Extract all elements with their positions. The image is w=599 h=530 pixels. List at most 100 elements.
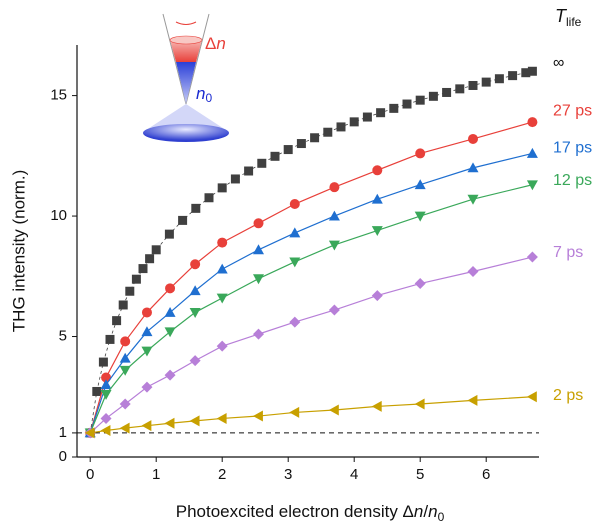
inset-delta: Δ xyxy=(205,34,216,53)
marker xyxy=(178,215,188,225)
marker xyxy=(467,162,479,173)
marker xyxy=(526,180,538,191)
series xyxy=(85,66,537,438)
marker xyxy=(362,112,372,122)
x-tick-label: 0 xyxy=(86,466,94,483)
marker xyxy=(189,415,200,427)
marker xyxy=(112,316,122,326)
inset-blue-cone xyxy=(176,62,196,104)
marker xyxy=(328,240,340,251)
series-label: ∞ xyxy=(553,54,564,71)
series-label: 7 ps xyxy=(553,244,583,261)
inset-label-n0: n0 xyxy=(196,84,212,105)
marker xyxy=(414,278,426,290)
marker xyxy=(145,254,155,264)
x-tick-label: 2 xyxy=(218,466,226,483)
y-tick-label: 10 xyxy=(50,207,67,224)
marker xyxy=(120,336,131,347)
inset-n0: n xyxy=(196,84,205,103)
inset-n0-sub: 0 xyxy=(205,91,212,105)
marker xyxy=(164,229,174,239)
marker xyxy=(164,327,176,338)
marker xyxy=(415,95,425,105)
marker xyxy=(216,340,228,352)
marker xyxy=(141,381,153,393)
inset-base xyxy=(143,124,229,142)
inset-label-dn: Δn xyxy=(205,34,226,53)
marker xyxy=(402,99,412,109)
legend-title-main: T xyxy=(555,6,568,26)
marker xyxy=(84,427,95,439)
marker xyxy=(508,71,518,81)
marker xyxy=(141,326,153,337)
marker xyxy=(204,193,214,203)
marker xyxy=(217,237,228,248)
x-tick-label: 3 xyxy=(284,466,292,483)
marker xyxy=(414,398,425,410)
marker xyxy=(371,193,383,204)
marker xyxy=(191,203,201,213)
marker xyxy=(371,290,383,302)
y-tick-label: 0 xyxy=(59,448,67,465)
series-line xyxy=(89,152,533,434)
marker xyxy=(164,306,176,317)
marker xyxy=(165,283,176,294)
marker xyxy=(371,400,382,412)
x-axis-label: Photoexcited electron density Δn/n0 xyxy=(176,502,445,524)
series xyxy=(84,251,538,439)
marker xyxy=(283,145,293,155)
marker xyxy=(270,151,280,161)
marker xyxy=(98,357,108,367)
x-label-part: Photoexcited electron density Δ xyxy=(176,502,414,521)
marker xyxy=(414,179,426,190)
x-tick-label: 5 xyxy=(416,466,424,483)
legend-title: Tlife xyxy=(555,6,582,29)
marker xyxy=(467,394,478,406)
series-label: 2 ps xyxy=(553,387,583,404)
marker xyxy=(100,412,112,424)
marker xyxy=(216,412,227,424)
inset-arrow xyxy=(175,21,197,25)
marker xyxy=(323,127,333,137)
marker xyxy=(428,91,438,101)
marker xyxy=(289,257,301,268)
series xyxy=(84,180,538,439)
inset: Δn n0 xyxy=(143,13,229,142)
x-tick-label: 1 xyxy=(152,466,160,483)
marker xyxy=(328,304,340,316)
marker xyxy=(118,300,128,310)
inset-n: n xyxy=(216,34,225,53)
marker xyxy=(526,391,537,403)
marker xyxy=(310,133,320,143)
marker xyxy=(467,194,479,205)
marker xyxy=(92,386,102,396)
marker xyxy=(244,166,254,176)
marker xyxy=(101,372,112,383)
series-line xyxy=(89,256,533,434)
inset-lower-cone xyxy=(143,104,229,132)
marker xyxy=(141,346,153,357)
marker xyxy=(328,210,340,221)
marker xyxy=(494,74,504,84)
marker xyxy=(100,424,111,436)
x-label-part: n xyxy=(414,502,423,521)
marker xyxy=(481,77,491,87)
marker xyxy=(100,379,112,390)
x-label-part: n xyxy=(428,502,437,521)
x-label-part: 0 xyxy=(438,510,445,524)
x-tick-label: 4 xyxy=(350,466,358,483)
series-label: 12 ps xyxy=(553,172,592,189)
marker xyxy=(151,245,161,255)
marker xyxy=(141,307,152,318)
marker xyxy=(216,263,228,274)
series xyxy=(84,147,538,438)
marker xyxy=(164,369,176,381)
marker xyxy=(119,422,130,434)
marker xyxy=(336,122,346,132)
legend-title-sub: life xyxy=(566,15,582,29)
marker xyxy=(442,87,452,97)
x-label-part: / xyxy=(423,502,428,521)
marker xyxy=(329,182,340,193)
series-label: 27 ps xyxy=(553,102,592,119)
